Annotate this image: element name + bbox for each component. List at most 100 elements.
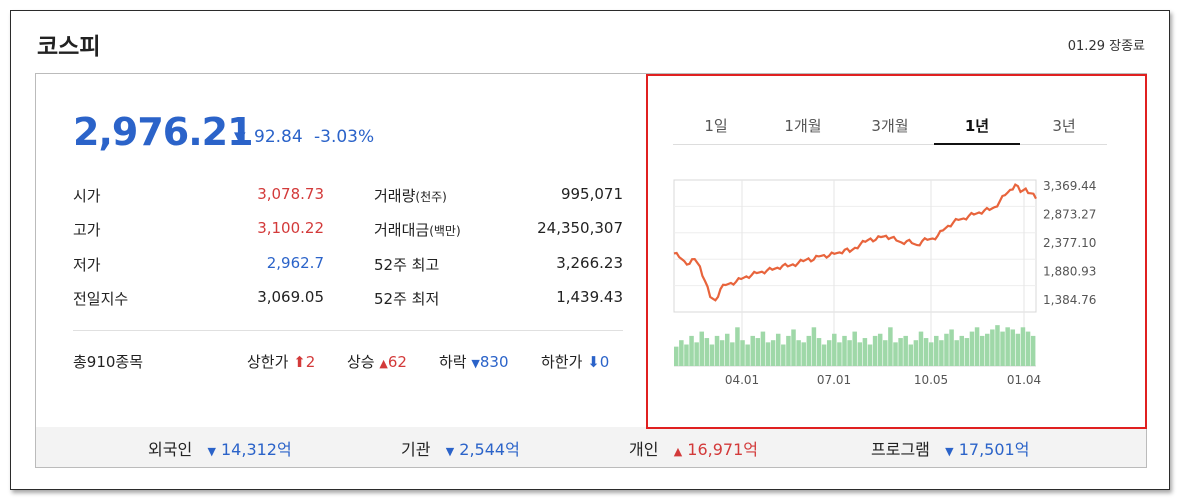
volume-bar — [903, 335, 908, 366]
volume-bar — [704, 338, 710, 366]
stat-value-low: 2,962.7 — [266, 254, 324, 272]
rising-stocks: 상승 ▲62 — [347, 353, 407, 371]
volume-bar — [740, 340, 745, 366]
x-axis-labels: 04.01 07.01 10.05 01.04 — [725, 373, 1041, 387]
volume-bar — [1000, 331, 1005, 366]
volume-bar — [714, 335, 720, 366]
market-status: 01.29 장종료 — [1067, 39, 1145, 54]
volume-bar — [730, 342, 735, 366]
price-change-pct: -3.03% — [314, 127, 375, 147]
volume-bar — [1025, 331, 1031, 366]
volume-bar — [995, 325, 1000, 366]
current-price: 2,976.21 — [73, 110, 254, 154]
stat-label-volume: 거래량(천주) — [374, 187, 447, 205]
volume-bar — [689, 335, 694, 366]
divider — [73, 330, 623, 331]
volume-bar — [750, 335, 755, 366]
stat-value-prev-close: 3,069.05 — [257, 288, 324, 306]
volume-bar — [816, 338, 822, 366]
volume-bar — [949, 329, 954, 366]
volume-bar — [745, 344, 750, 366]
volume-bar — [857, 342, 863, 366]
volume-bar — [801, 342, 806, 366]
investor-institution: 기관 ▼ 2,544억 — [401, 440, 520, 459]
volume-bar — [796, 340, 801, 366]
x-tick-label: 07.01 — [817, 373, 851, 387]
volume-bar — [724, 333, 730, 366]
volume-bar — [893, 342, 898, 366]
volume-bar — [1005, 327, 1010, 366]
volume-bar — [923, 338, 929, 366]
falling-stocks: 하락 ▼830 — [439, 353, 509, 371]
up-bold-arrow-icon: ⬆ — [293, 353, 306, 371]
stat-label-52w-high: 52주 최고 — [374, 256, 440, 274]
volume-bar — [832, 333, 837, 366]
tab-active-indicator — [934, 143, 1020, 145]
tab-1d[interactable]: 1일 — [704, 117, 728, 135]
volume-bar — [709, 344, 715, 366]
volume-bar — [852, 331, 857, 366]
down-triangle-icon: ▼ — [445, 445, 455, 458]
volume-bar — [760, 331, 766, 366]
volume-bar — [862, 338, 868, 366]
volume-bar — [954, 340, 959, 366]
investor-foreign: 외국인 ▼ 14,312억 — [148, 440, 292, 459]
stat-value-trade-amount: 24,350,307 — [537, 219, 623, 237]
volume-bar — [979, 335, 985, 366]
volume-bar — [898, 338, 903, 366]
stat-label-52w-low: 52주 최저 — [374, 290, 440, 308]
volume-bar — [775, 333, 781, 366]
volume-bar — [985, 333, 990, 366]
y-axis-labels: 3,369.44 2,873.27 2,377.10 1,880.93 1,384.76 — [1043, 179, 1096, 307]
y-tick-label: 1,880.93 — [1043, 265, 1096, 279]
up-triangle-icon: ▲ — [673, 445, 683, 458]
tab-3y[interactable]: 3년 — [1052, 117, 1076, 135]
volume-bar — [872, 335, 878, 366]
stat-label-trade-amount: 거래대금(백만) — [374, 221, 461, 239]
stat-label-low: 저가 — [73, 256, 101, 274]
index-title: 코스피 — [37, 34, 101, 60]
stat-value-high: 3,100.22 — [257, 219, 324, 237]
investor-program: 프로그램 ▼ 17,501억 — [871, 440, 1030, 459]
volume-bar — [1030, 335, 1036, 366]
stat-value-volume: 995,071 — [560, 185, 623, 203]
up-triangle-icon: ▲ — [379, 357, 388, 370]
stat-value-52w-low: 1,439.43 — [556, 288, 623, 306]
y-tick-label: 2,873.27 — [1043, 208, 1096, 222]
volume-bar — [1015, 333, 1021, 366]
lower-limit: 하한가 ⬇0 — [541, 353, 610, 371]
x-tick-label: 04.01 — [725, 373, 759, 387]
index-panel: 2,976.21 ▼ 92.84 -3.03% 시가 3,078.73 고가 3… — [35, 73, 1147, 468]
tab-3m[interactable]: 3개월 — [871, 117, 909, 135]
volume-bar — [791, 329, 796, 366]
total-stocks: 총910종목 — [73, 353, 144, 371]
down-triangle-icon: ▼ — [234, 128, 246, 146]
volume-bar — [969, 331, 975, 366]
volume-bar — [1010, 329, 1016, 366]
volume-bar — [719, 340, 725, 366]
price-line — [673, 183, 1037, 302]
volume-bar — [974, 327, 980, 366]
highlight-box — [646, 74, 1147, 429]
index-chart[interactable]: 3,369.44 2,873.27 2,377.10 1,880.93 1,384.76… — [660, 168, 1120, 393]
stat-value-52w-high: 3,266.23 — [556, 254, 623, 272]
volume-bar — [806, 335, 812, 366]
volume-bar — [735, 327, 740, 366]
x-tick-label: 01.04 — [1007, 373, 1041, 387]
volume-bar — [684, 344, 689, 366]
stat-value-open: 3,078.73 — [257, 185, 324, 203]
tab-1m[interactable]: 1개월 — [784, 117, 822, 135]
volume-bar — [867, 344, 873, 366]
y-tick-label: 2,377.10 — [1043, 236, 1096, 250]
down-triangle-icon: ▼ — [471, 357, 480, 370]
volume-bar — [888, 327, 893, 366]
volume-bar — [786, 335, 791, 366]
volume-bar — [811, 327, 817, 366]
plot-frame — [673, 179, 1037, 313]
down-triangle-icon: ▼ — [207, 445, 216, 458]
tab-1y[interactable]: 1년 — [964, 117, 990, 135]
volume-bar — [699, 331, 704, 366]
volume-bar — [765, 342, 771, 366]
down-triangle-icon: ▼ — [945, 445, 954, 458]
upper-limit: 상한가 ⬆2 — [247, 353, 316, 371]
